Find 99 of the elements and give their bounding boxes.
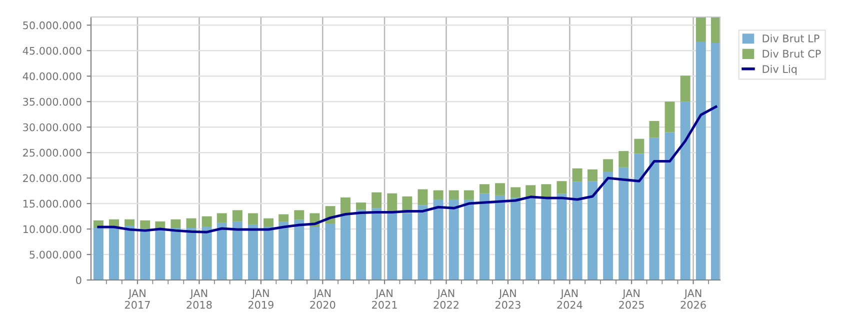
bar bbox=[603, 159, 614, 172]
bar bbox=[372, 208, 382, 280]
bar bbox=[356, 210, 366, 280]
bar bbox=[464, 190, 474, 200]
y-tick-label: 40.000.000 bbox=[22, 72, 82, 80]
bar bbox=[664, 132, 675, 280]
x-tick-label: JAN 2019 bbox=[248, 289, 274, 309]
bar bbox=[232, 210, 242, 222]
bar bbox=[278, 214, 289, 222]
y-tick-label: 5.000.000 bbox=[30, 250, 82, 259]
bar bbox=[248, 213, 258, 224]
bar bbox=[202, 216, 212, 226]
legend-label: Div Brut LP bbox=[762, 34, 820, 42]
bar bbox=[680, 102, 690, 280]
bar bbox=[387, 212, 398, 280]
bar bbox=[696, 17, 706, 42]
bar bbox=[155, 228, 166, 280]
bar bbox=[325, 224, 336, 280]
bar bbox=[232, 221, 242, 280]
y-tick-label: 0 bbox=[76, 276, 82, 284]
bar bbox=[278, 222, 289, 280]
bar bbox=[294, 220, 304, 280]
bar bbox=[664, 102, 675, 132]
bar bbox=[710, 42, 720, 280]
bar bbox=[340, 215, 350, 280]
bar bbox=[634, 154, 644, 280]
bar bbox=[510, 197, 521, 280]
bar bbox=[696, 41, 706, 280]
bar bbox=[556, 181, 567, 194]
bar bbox=[186, 218, 196, 228]
bar bbox=[448, 190, 459, 200]
bar bbox=[634, 138, 644, 154]
bar bbox=[495, 183, 506, 196]
bar bbox=[402, 213, 412, 280]
y-tick-label: 10.000.000 bbox=[23, 225, 82, 234]
x-tick-label: JAN 2021 bbox=[372, 289, 397, 309]
bar bbox=[140, 220, 150, 229]
x-tick-label: JAN 2017 bbox=[125, 289, 150, 309]
bar bbox=[248, 224, 258, 280]
bar bbox=[649, 138, 660, 280]
x-tick-label: JAN 2020 bbox=[310, 289, 336, 309]
bar bbox=[170, 228, 181, 280]
bar bbox=[510, 187, 521, 198]
bar bbox=[216, 222, 227, 280]
bar bbox=[433, 190, 444, 200]
bar bbox=[680, 76, 690, 102]
bar bbox=[464, 199, 474, 280]
bar bbox=[264, 226, 274, 280]
x-tick-label: JAN 2026 bbox=[680, 289, 706, 309]
bar bbox=[618, 151, 629, 168]
bar bbox=[310, 226, 320, 280]
y-tick-label: 30.000.000 bbox=[23, 123, 82, 132]
bar bbox=[572, 182, 582, 280]
bar bbox=[526, 197, 536, 280]
bar bbox=[588, 181, 598, 280]
bar bbox=[170, 219, 181, 228]
bar bbox=[216, 213, 227, 223]
x-tick-label: JAN 2025 bbox=[619, 289, 644, 309]
y-tick-label: 25.000.000 bbox=[23, 148, 82, 157]
x-tick-label: JAN 2023 bbox=[495, 289, 520, 309]
y-tick-label: 20.000.000 bbox=[23, 174, 82, 182]
bar bbox=[93, 228, 104, 280]
bar bbox=[448, 199, 459, 280]
bar bbox=[124, 219, 135, 226]
x-tick-label: JAN 2018 bbox=[186, 289, 212, 309]
bar bbox=[572, 168, 582, 182]
bar bbox=[418, 189, 428, 206]
bar bbox=[264, 218, 274, 226]
x-tick-label: JAN 2024 bbox=[557, 289, 582, 309]
y-tick-label: 45.000.000 bbox=[22, 46, 82, 55]
bar bbox=[479, 184, 490, 194]
line-series bbox=[97, 105, 718, 234]
bar bbox=[155, 221, 166, 229]
bar bbox=[124, 225, 135, 280]
bar bbox=[433, 199, 444, 280]
bar bbox=[356, 202, 366, 210]
y-tick-label: 15.000.000 bbox=[23, 200, 82, 208]
bar bbox=[710, 17, 720, 43]
bar bbox=[588, 169, 598, 182]
bar bbox=[479, 193, 490, 280]
bar bbox=[618, 167, 629, 280]
bar bbox=[556, 194, 567, 280]
bar bbox=[202, 226, 212, 280]
bar bbox=[294, 210, 304, 220]
y-tick-label: 50.000.000 bbox=[23, 21, 82, 30]
y-tick-label: 35.000.000 bbox=[23, 98, 82, 106]
bar bbox=[372, 192, 382, 208]
bar bbox=[387, 193, 398, 212]
bar bbox=[495, 195, 506, 280]
bar bbox=[541, 198, 552, 280]
legend-label: Div Liq bbox=[762, 64, 797, 75]
bar bbox=[140, 228, 150, 280]
bar bbox=[186, 228, 196, 280]
bar bbox=[603, 172, 614, 280]
bar bbox=[418, 205, 428, 280]
bar bbox=[109, 228, 119, 280]
legend-label: Div Brut CP bbox=[762, 50, 821, 58]
x-tick-label: JAN 2022 bbox=[434, 289, 458, 309]
bar bbox=[649, 120, 660, 138]
